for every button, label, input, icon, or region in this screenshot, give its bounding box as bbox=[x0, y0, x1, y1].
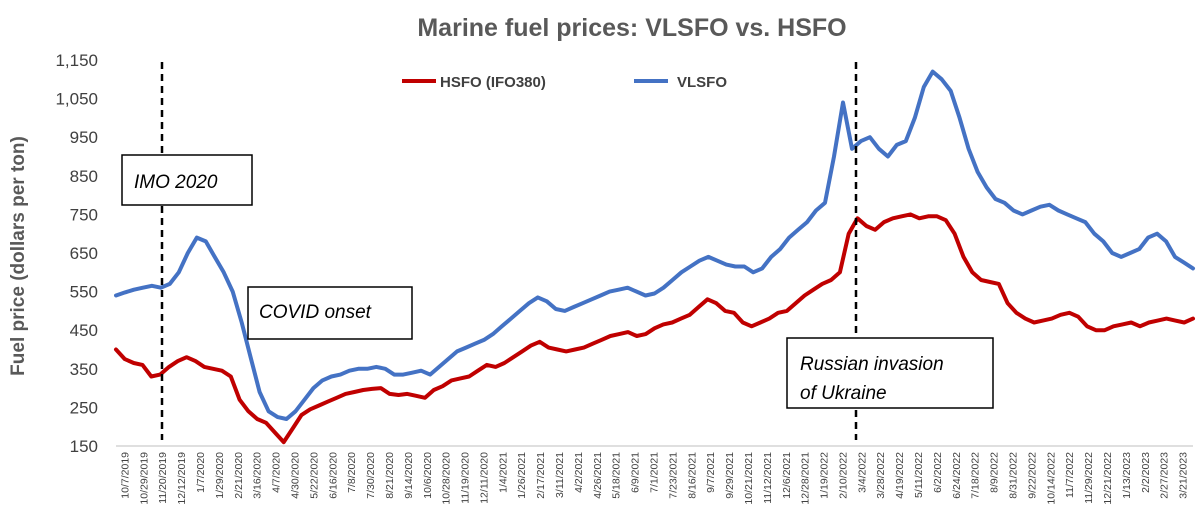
x-tick-label: 10/29/2019 bbox=[138, 452, 150, 505]
x-tick-label: 12/21/2022 bbox=[1102, 452, 1114, 505]
y-axis-ticks: 1,150 1,050 950 850 750 650 550 450 350 250 150 bbox=[55, 51, 98, 456]
x-tick-label: 11/7/2022 bbox=[1064, 452, 1076, 498]
series-line-vlsfo bbox=[114, 69, 1195, 421]
x-tick-label: 7/23/2021 bbox=[667, 452, 679, 499]
x-tick-label: 4/19/2022 bbox=[894, 452, 906, 499]
y-tick-label: 550 bbox=[70, 283, 98, 302]
x-tick-label: 1/29/2020 bbox=[214, 452, 226, 499]
x-tick-label: 4/26/2021 bbox=[592, 452, 604, 499]
x-tick-label: 6/2/2022 bbox=[932, 452, 944, 493]
x-tick-label: 9/7/2021 bbox=[705, 452, 717, 493]
x-tick-label: 9/29/2021 bbox=[724, 452, 736, 499]
annotation-russian-invasion: Russian invasion of Ukraine bbox=[786, 337, 994, 409]
x-tick-label: 10/7/2019 bbox=[119, 452, 131, 499]
x-tick-label: 8/16/2021 bbox=[686, 452, 698, 499]
x-tick-label: 10/14/2022 bbox=[1045, 452, 1057, 505]
x-tick-label: 10/28/2020 bbox=[441, 452, 453, 505]
x-tick-label: 7/1/2021 bbox=[649, 452, 661, 493]
x-tick-label: 12/6/2021 bbox=[781, 452, 793, 499]
x-tick-label: 3/21/2023 bbox=[1178, 452, 1190, 499]
x-tick-label: 8/21/2020 bbox=[384, 452, 396, 499]
x-tick-label: 11/19/2020 bbox=[460, 452, 472, 504]
x-axis-ticks: 10/7/2019 10/29/2019 11/20/2019 12/12/2019 1… bbox=[119, 452, 1189, 505]
series-layer bbox=[114, 69, 1195, 445]
x-tick-label: 6/16/2020 bbox=[327, 452, 339, 499]
x-tick-label: 4/30/2020 bbox=[290, 452, 302, 499]
x-tick-label: 12/11/2020 bbox=[478, 452, 490, 504]
y-tick-label: 1,150 bbox=[55, 51, 98, 70]
y-tick-label: 850 bbox=[70, 167, 98, 186]
y-axis-label: Fuel price (dollars per ton) bbox=[8, 136, 29, 376]
x-tick-label: 9/14/2020 bbox=[403, 452, 415, 499]
x-tick-label: 2/10/2022 bbox=[837, 452, 849, 499]
chart-title: Marine fuel prices: VLSFO vs. HSFO bbox=[417, 14, 846, 42]
x-tick-label: 9/22/2022 bbox=[1026, 452, 1038, 499]
x-tick-label: 3/4/2022 bbox=[856, 452, 868, 493]
x-tick-label: 8/31/2022 bbox=[1008, 452, 1020, 499]
x-tick-label: 7/8/2020 bbox=[346, 452, 358, 493]
x-tick-label: 5/18/2021 bbox=[611, 452, 623, 499]
x-tick-label: 8/9/2022 bbox=[989, 452, 1001, 493]
x-tick-label: 2/27/2023 bbox=[1159, 452, 1171, 499]
x-tick-label: 1/4/2021 bbox=[497, 452, 509, 493]
x-tick-label: 7/30/2020 bbox=[365, 452, 377, 499]
legend-vlsfo-label: VLSFO bbox=[677, 74, 727, 91]
x-tick-label: 2/2/2023 bbox=[1140, 452, 1152, 493]
x-tick-label: 3/16/2020 bbox=[252, 452, 264, 499]
x-tick-label: 4/7/2020 bbox=[271, 452, 283, 493]
legend: HSFO (IFO380) VLSFO bbox=[402, 74, 727, 91]
x-tick-label: 1/26/2021 bbox=[516, 452, 528, 499]
annotation-covid-onset-text: COVID onset bbox=[259, 302, 372, 323]
x-tick-label: 12/28/2021 bbox=[800, 452, 812, 505]
annotation-covid-onset: COVID onset bbox=[247, 286, 413, 340]
x-tick-label: 1/13/2023 bbox=[1121, 452, 1133, 499]
x-tick-label: 2/21/2020 bbox=[233, 452, 245, 499]
legend-hsfo-label: HSFO (IFO380) bbox=[440, 74, 546, 91]
x-tick-label: 3/11/2021 bbox=[554, 452, 566, 498]
x-tick-label: 2/17/2021 bbox=[535, 452, 547, 499]
x-tick-label: 12/12/2019 bbox=[176, 452, 188, 505]
x-tick-label: 6/24/2022 bbox=[951, 452, 963, 499]
x-tick-label: 11/12/2021 bbox=[762, 452, 774, 504]
x-tick-label: 11/29/2022 bbox=[1083, 452, 1095, 504]
x-tick-label: 11/20/2019 bbox=[157, 452, 169, 504]
y-tick-label: 350 bbox=[70, 360, 98, 379]
x-tick-label: 10/21/2021 bbox=[743, 452, 755, 505]
x-tick-label: 6/9/2021 bbox=[630, 452, 642, 493]
y-tick-label: 950 bbox=[70, 128, 98, 147]
annotation-russian-invasion-line2: of Ukraine bbox=[800, 383, 887, 404]
x-tick-label: 7/18/2022 bbox=[970, 452, 982, 499]
annotation-imo-2020: IMO 2020 bbox=[121, 154, 253, 206]
annotation-russian-invasion-line1: Russian invasion bbox=[800, 354, 944, 375]
y-tick-label: 650 bbox=[70, 244, 98, 263]
annotation-imo-2020-text: IMO 2020 bbox=[134, 172, 218, 193]
x-tick-label: 10/6/2020 bbox=[422, 452, 434, 499]
event-lines bbox=[160, 62, 858, 440]
series-line-hsfo bbox=[114, 212, 1195, 445]
y-tick-label: 150 bbox=[70, 437, 98, 456]
y-tick-label: 450 bbox=[70, 321, 98, 340]
x-tick-label: 5/11/2022 bbox=[913, 452, 925, 498]
x-tick-label: 3/28/2022 bbox=[875, 452, 887, 499]
x-tick-label: 5/22/2020 bbox=[308, 452, 320, 499]
x-tick-label: 1/7/2020 bbox=[195, 452, 207, 493]
y-tick-label: 250 bbox=[70, 398, 98, 417]
x-tick-label: 4/2/2021 bbox=[573, 452, 585, 493]
y-tick-label: 750 bbox=[70, 205, 98, 224]
x-tick-label: 1/19/2022 bbox=[819, 452, 831, 499]
y-tick-label: 1,050 bbox=[55, 90, 98, 109]
